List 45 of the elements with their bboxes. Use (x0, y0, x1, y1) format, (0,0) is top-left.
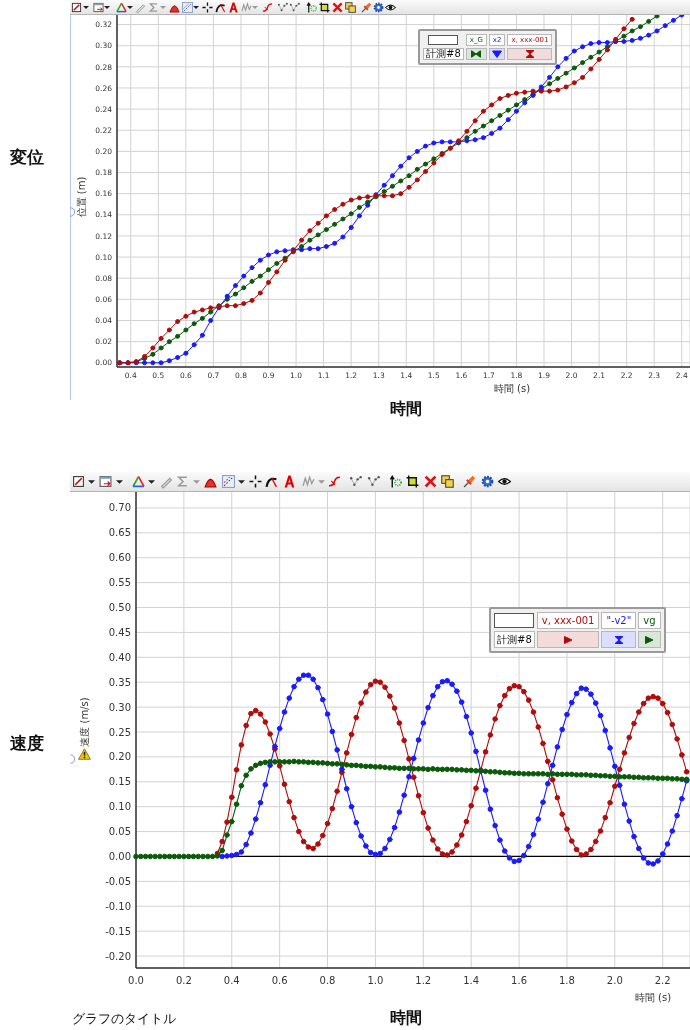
x-axis-title: 時間 (s) (493, 383, 531, 394)
text: v, xxx-001 (541, 614, 595, 626)
y-tick-label: 0.05 (108, 826, 131, 838)
y-axis-title: 位置 (m) (75, 176, 87, 218)
y-tick-label: 0.25 (108, 726, 131, 738)
y-tick-label: 0.00 (108, 851, 131, 863)
x-tick-label: 1.6 (511, 975, 528, 987)
y-tick-label: 0.60 (108, 552, 131, 564)
x-axis-title: 時間 (s) (634, 992, 672, 1003)
x-tick-label: 0.0 (128, 975, 144, 987)
text: vg (643, 614, 656, 626)
x-tick-label: 2.0 (606, 975, 623, 987)
y-tick-label: 0.10 (108, 801, 131, 813)
y-tick-label: -0.05 (105, 875, 131, 887)
y-tick-label: 0.55 (108, 577, 131, 589)
y-tick-label: 0.40 (108, 651, 131, 663)
text: 時間 (390, 399, 422, 418)
text: 変位 (10, 147, 44, 167)
y-axis-title: 速度 (m/s) (78, 697, 90, 747)
y-tick-label: 0.50 (108, 602, 131, 614)
y-tick-label: -0.10 (105, 900, 131, 912)
x-tick-label: 0.4 (223, 975, 240, 987)
x-tick-label: 1.0 (367, 975, 384, 987)
y-tick-label: 0.30 (108, 701, 131, 713)
text: 時間 (390, 1008, 422, 1027)
y-tick-label: -0.15 (105, 925, 131, 937)
x-tick-label: 1.2 (415, 975, 432, 987)
text: "-v2" (606, 614, 632, 626)
y-tick-label: 0.70 (108, 502, 131, 514)
x-tick-label: 2.2 (654, 975, 671, 987)
x-tick-label: 1.8 (558, 975, 575, 987)
text: 速度 (10, 733, 44, 753)
x-tick-label: 1.4 (463, 975, 480, 987)
y-tick-label: 0.35 (108, 676, 131, 688)
y-tick-label: 0.45 (108, 626, 131, 638)
legend-title: 計測#8 (497, 633, 532, 645)
y-tick-label: 0.15 (108, 776, 131, 788)
x-tick-label: 0.8 (319, 975, 336, 987)
y-tick-label: -0.20 (105, 950, 131, 962)
legend-title: 計測#8 (426, 48, 461, 59)
x-tick-label: 0.2 (175, 975, 192, 987)
y-tick-label: 0.65 (108, 527, 131, 539)
text: グラフのタイトル (72, 1011, 176, 1026)
x-tick-label: 0.6 (271, 975, 288, 987)
y-tick-label: 0.20 (108, 751, 131, 763)
